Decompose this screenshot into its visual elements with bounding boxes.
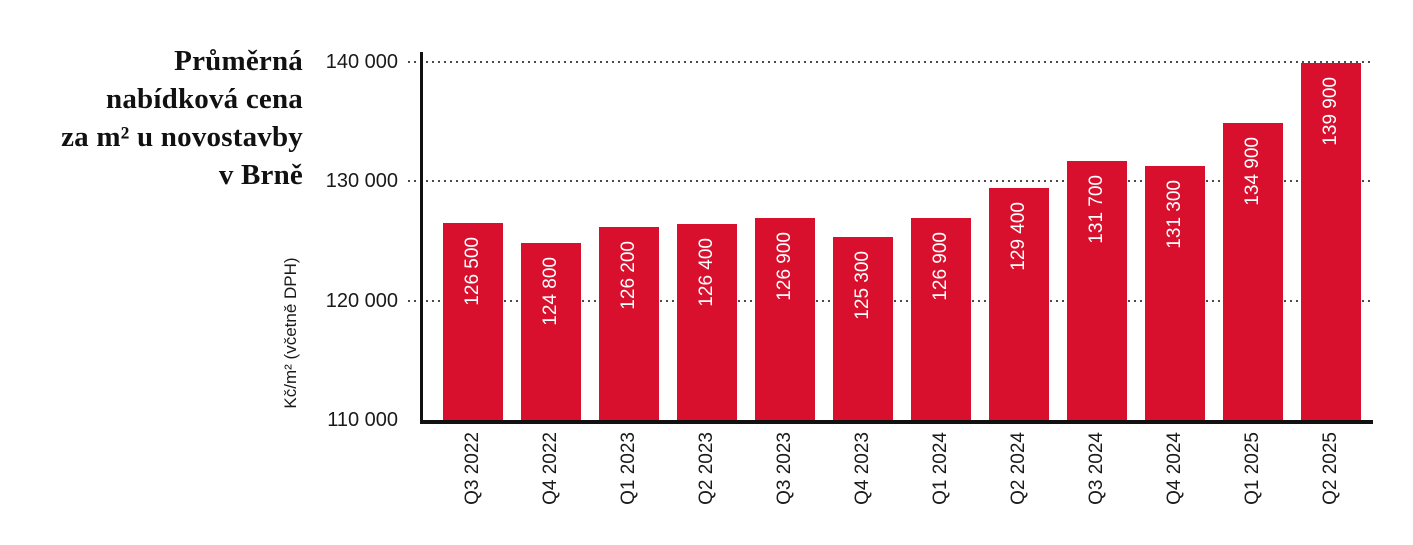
- x-tick-label: Q2 2025: [1320, 432, 1341, 505]
- bar-value-label: 126 200: [618, 240, 639, 310]
- bar: [989, 188, 1049, 420]
- x-tick-label: Q1 2025: [1242, 432, 1263, 505]
- x-tick-label: Q1 2024: [930, 432, 951, 505]
- bar: [1223, 122, 1283, 420]
- bar: [521, 243, 581, 420]
- bar-value-label: 131 700: [1086, 175, 1107, 244]
- gridline: [408, 61, 1371, 63]
- chart-title-line: nabídková cena: [106, 83, 303, 115]
- bar: [755, 218, 815, 420]
- bar-value-label: 126 900: [774, 232, 795, 301]
- x-tick-label: Q3 2023: [774, 432, 795, 505]
- y-axis-line: [420, 52, 423, 424]
- bar-value-label: 129 400: [1008, 202, 1029, 272]
- bar: [677, 224, 737, 420]
- x-tick-label: Q2 2024: [1008, 432, 1029, 505]
- bar: [1067, 161, 1127, 420]
- x-tick-label: Q4 2024: [1164, 432, 1185, 505]
- x-tick-label: Q2 2023: [696, 432, 717, 505]
- bar: [911, 218, 971, 420]
- bar-value-label: 126 900: [930, 232, 951, 301]
- y-tick-label: 140 000: [325, 51, 398, 73]
- bar-value-label: 134 900: [1242, 136, 1263, 206]
- bar: [833, 237, 893, 420]
- bar-value-label: 125 300: [852, 251, 873, 321]
- x-tick-label: Q4 2022: [540, 432, 561, 505]
- y-tick-label: 120 000: [325, 289, 398, 312]
- bar: [1301, 63, 1361, 420]
- bar-value-label: 124 800: [540, 257, 561, 327]
- chart-title: Průměrná nabídková cena za m² u novostav…: [0, 42, 303, 194]
- y-tick-label: 130 000: [325, 170, 398, 193]
- chart-title-line: Průměrná: [174, 45, 303, 77]
- x-tick-label: Q4 2023: [852, 432, 873, 505]
- y-tick-label: 110 000: [327, 409, 398, 431]
- bar-value-label: 139 900: [1320, 77, 1341, 146]
- gridline: [408, 180, 1371, 183]
- y-axis-unit-label: Kč/m² (včetně DPH): [281, 257, 300, 409]
- bar-value-label: 126 500: [462, 237, 483, 306]
- x-tick-label: Q3 2022: [462, 432, 483, 505]
- bar-value-label: 126 400: [696, 238, 717, 307]
- bar-value-label: 131 300: [1164, 179, 1185, 249]
- x-tick-label: Q3 2024: [1086, 432, 1107, 505]
- chart-title-line: v Brně: [218, 159, 303, 191]
- x-axis-line: [420, 420, 1373, 424]
- bar: [1145, 165, 1205, 420]
- bar: [443, 223, 503, 420]
- x-tick-label: Q1 2023: [618, 432, 639, 505]
- bar: [599, 226, 659, 420]
- chart-title-line: za m² u novostavby: [61, 121, 303, 153]
